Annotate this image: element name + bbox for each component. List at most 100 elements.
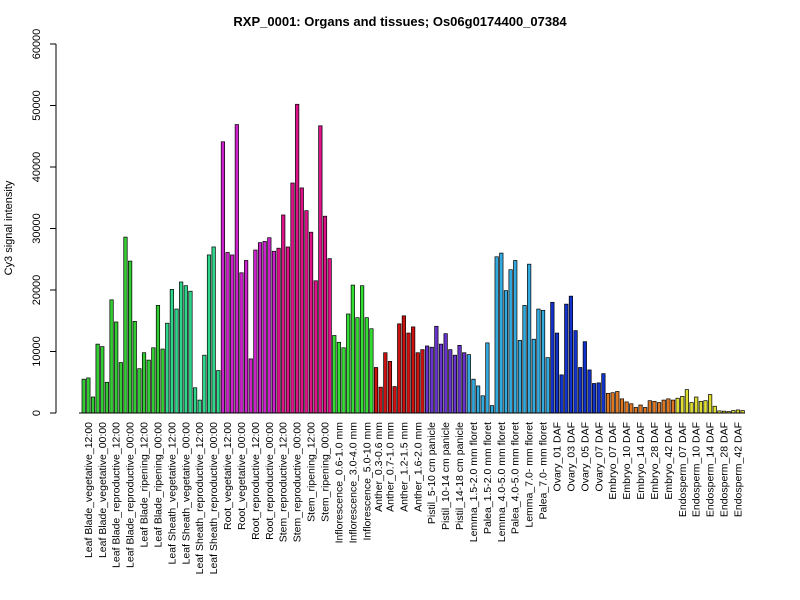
bar bbox=[527, 263, 532, 414]
bar bbox=[503, 290, 509, 414]
bar bbox=[397, 323, 402, 414]
bar bbox=[480, 395, 485, 414]
x-tick-label: Pistil_14-18 cm panicle bbox=[454, 422, 466, 530]
bar bbox=[206, 254, 212, 414]
bar bbox=[438, 343, 444, 414]
bar bbox=[489, 405, 495, 414]
y-tick-label: 50000 bbox=[31, 90, 43, 121]
x-axis-labels: Leaf Blade_vegetative_12:00 Leaf Blade_ve… bbox=[83, 422, 745, 575]
x-tick-label: Stem_ripening_12:00 bbox=[306, 422, 318, 522]
x-tick-label: Leaf Blade_ripening_12:00 bbox=[139, 422, 151, 548]
bar bbox=[327, 258, 332, 414]
bar bbox=[596, 382, 601, 414]
bar bbox=[262, 241, 267, 414]
x-tick-label: Lemma_4.0-5.0 mm floret bbox=[496, 422, 508, 542]
x-tick-label: Root_vegetative_12:00 bbox=[222, 422, 234, 530]
x-tick-label: Leaf Blade_reproductive_12:00 bbox=[111, 422, 123, 568]
bar bbox=[378, 386, 383, 414]
bar bbox=[86, 377, 91, 414]
x-tick-label: Leaf Blade_vegetative_00:00 bbox=[97, 422, 109, 558]
bar bbox=[554, 332, 560, 414]
bar bbox=[281, 214, 286, 414]
bar bbox=[220, 141, 225, 414]
bar bbox=[471, 378, 476, 414]
y-tick-label: 30000 bbox=[31, 213, 43, 244]
bar bbox=[322, 215, 328, 414]
x-tick-label: Endosperm_07 DAF bbox=[677, 422, 689, 517]
bar bbox=[123, 236, 128, 414]
y-tick-label: 10000 bbox=[31, 336, 43, 367]
chart-title: RXP_0001: Organs and tissues; Os06g01744… bbox=[233, 14, 567, 29]
bar bbox=[216, 370, 221, 414]
bar bbox=[341, 347, 346, 414]
bar bbox=[666, 398, 671, 414]
x-tick-label: Ovary_03 DAF bbox=[565, 422, 577, 491]
bar bbox=[670, 399, 676, 414]
x-tick-label: Stem_reproductive_12:00 bbox=[278, 422, 290, 542]
bar bbox=[155, 305, 161, 414]
bar bbox=[81, 378, 86, 414]
bar bbox=[578, 367, 583, 414]
bar bbox=[146, 359, 151, 414]
x-tick-label: Endosperm_10 DAF bbox=[691, 422, 703, 517]
x-tick-label: Pistil_5-10 cm panicle bbox=[426, 422, 438, 524]
bar bbox=[657, 402, 662, 414]
x-tick-label: Endosperm_28 DAF bbox=[719, 422, 731, 517]
x-tick-label: Inflorescence_3.0-4.0 mm bbox=[347, 422, 359, 544]
x-tick-label: Leaf Sheath_reproductive_00:00 bbox=[208, 422, 220, 575]
bar bbox=[684, 389, 689, 414]
bar bbox=[151, 347, 156, 414]
bar bbox=[174, 308, 179, 414]
x-tick-label: Embryo_10 DAF bbox=[621, 422, 633, 500]
bar bbox=[582, 341, 587, 414]
x-tick-label: Lemma_7.0- mm floret bbox=[524, 422, 536, 528]
bar bbox=[508, 269, 513, 414]
bar bbox=[137, 368, 142, 414]
bar bbox=[165, 322, 170, 414]
bar bbox=[299, 187, 304, 414]
bar bbox=[568, 295, 573, 414]
x-tick-label: Embryo_14 DAF bbox=[635, 422, 647, 500]
bar bbox=[364, 317, 369, 414]
x-tick-label: Leaf Blade_reproductive_00:00 bbox=[125, 422, 137, 568]
bar bbox=[550, 301, 555, 414]
bar bbox=[545, 357, 550, 414]
x-tick-label: Inflorescence_5.0-10 mm bbox=[361, 422, 373, 541]
x-tick-label: Leaf Sheath_vegetative_00:00 bbox=[180, 422, 192, 565]
bar bbox=[415, 352, 420, 414]
bar bbox=[197, 399, 202, 414]
bar bbox=[615, 391, 620, 414]
x-tick-label: Palea_4.0-5.0 mm floret bbox=[510, 422, 522, 534]
bar bbox=[202, 354, 207, 414]
bar bbox=[141, 352, 147, 414]
x-tick-label: Leaf Sheath_vegetative_12:00 bbox=[166, 422, 178, 565]
bar bbox=[531, 338, 536, 414]
x-tick-label: Ovary_07 DAF bbox=[593, 422, 605, 491]
bar bbox=[411, 326, 416, 414]
bar bbox=[633, 407, 638, 414]
bar bbox=[234, 124, 239, 414]
bar bbox=[401, 315, 406, 414]
bar bbox=[476, 385, 481, 414]
bar bbox=[494, 256, 499, 414]
x-tick-label: Inflorescence_0.6-1.0 mm bbox=[333, 422, 345, 544]
bar bbox=[118, 362, 123, 414]
bar bbox=[290, 182, 295, 414]
x-tick-label: Ovary_05 DAF bbox=[579, 422, 591, 491]
bar bbox=[267, 237, 272, 414]
bar bbox=[360, 285, 365, 414]
bar bbox=[712, 405, 717, 414]
bar bbox=[128, 260, 133, 414]
y-tick-label: 20000 bbox=[31, 275, 43, 306]
x-tick-label: Anther_1.2-1.5 mm bbox=[398, 422, 410, 512]
y-tick-label: 60000 bbox=[31, 29, 43, 60]
bar bbox=[383, 352, 388, 414]
bar bbox=[318, 125, 323, 414]
bar bbox=[373, 367, 379, 414]
bar bbox=[179, 281, 184, 414]
bar bbox=[536, 308, 541, 414]
x-tick-label: Anther_1.6-2.0 mm bbox=[412, 422, 424, 512]
x-tick-label: Anther_0.7-1.0 mm bbox=[384, 422, 396, 512]
bar bbox=[443, 333, 448, 414]
